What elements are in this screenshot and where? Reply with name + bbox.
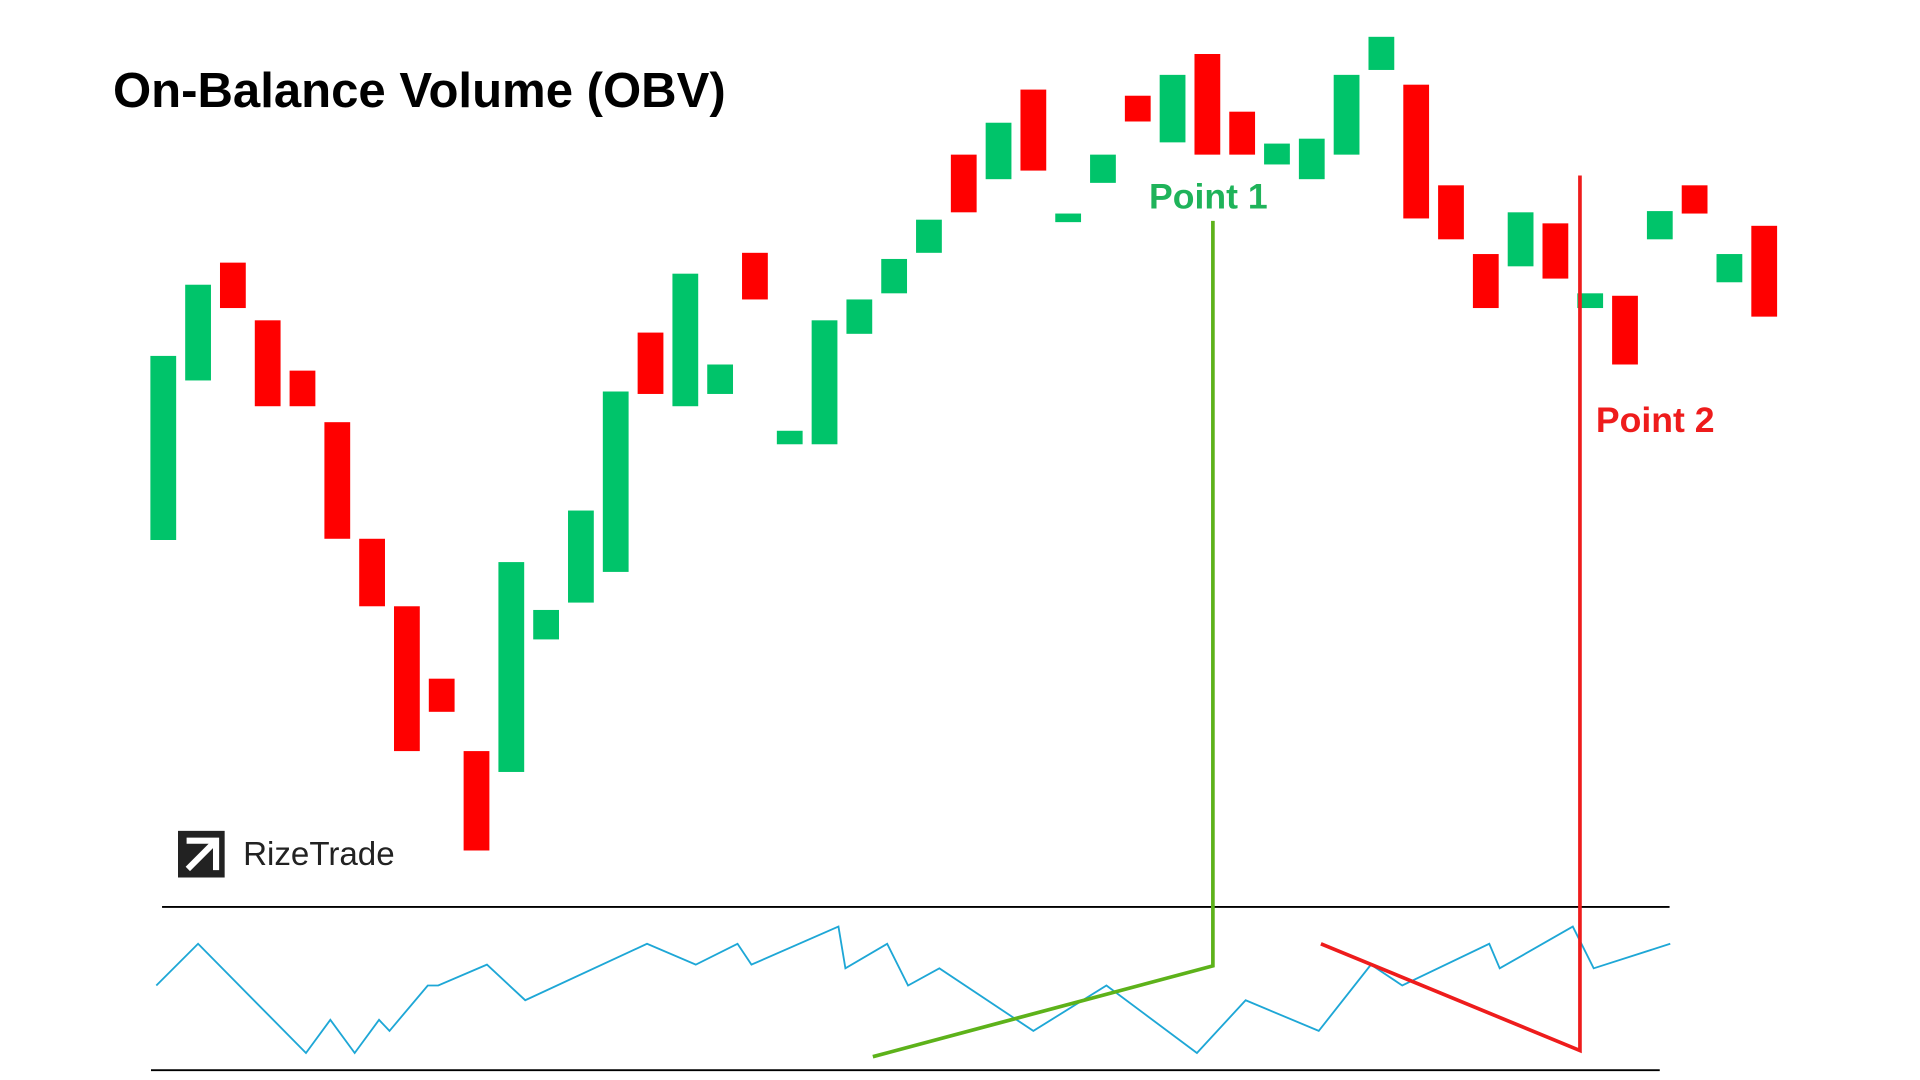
candle — [1472, 254, 1499, 309]
obv-line — [155, 925, 1671, 1055]
candle — [950, 154, 977, 213]
candle — [1542, 223, 1569, 279]
plot — [150, 36, 1778, 1055]
candle — [1124, 95, 1151, 122]
candle — [1020, 89, 1047, 171]
candle — [637, 332, 664, 394]
candle — [219, 262, 246, 309]
candle — [1090, 154, 1116, 183]
candle — [742, 252, 768, 300]
candle — [1159, 74, 1186, 143]
candle — [776, 430, 803, 445]
chart-title: On-Balance Volume (OBV) — [113, 64, 726, 118]
candle — [1333, 74, 1360, 155]
candle — [1716, 254, 1743, 283]
candle — [1751, 225, 1778, 317]
candle — [289, 370, 316, 407]
candle — [1646, 211, 1673, 240]
candle — [254, 320, 281, 407]
divergence-line — [872, 220, 1215, 1059]
candle — [185, 284, 211, 381]
logo-arrow — [185, 837, 220, 872]
candle — [1612, 295, 1638, 365]
candle — [881, 258, 908, 294]
candle — [1577, 293, 1604, 309]
divergence-line — [1320, 175, 1582, 1054]
candle — [672, 273, 699, 407]
candle — [1264, 143, 1290, 165]
candle — [916, 219, 942, 253]
candle — [1055, 213, 1082, 223]
candle — [1298, 138, 1325, 180]
candle — [1194, 54, 1221, 155]
candle — [394, 606, 420, 752]
annotation: Point 1 — [1149, 177, 1268, 217]
candle — [1507, 212, 1534, 267]
candle — [1229, 111, 1256, 155]
candle — [1438, 185, 1464, 240]
candle — [1403, 84, 1430, 219]
candle — [498, 562, 525, 772]
candle — [1681, 185, 1708, 214]
candle — [428, 678, 455, 712]
candle — [324, 422, 351, 539]
logo: RizeTrade — [178, 830, 395, 878]
candle — [359, 538, 385, 607]
logo-text: RizeTrade — [243, 836, 395, 873]
annotation: Point 2 — [1596, 400, 1715, 440]
candle — [463, 751, 490, 851]
candle — [568, 510, 594, 603]
candle — [602, 391, 629, 572]
candle — [1368, 36, 1395, 70]
candle — [707, 364, 734, 394]
candle — [985, 122, 1012, 180]
candle — [533, 609, 559, 640]
candle — [150, 355, 177, 540]
candle — [811, 320, 838, 445]
candle — [846, 299, 873, 334]
